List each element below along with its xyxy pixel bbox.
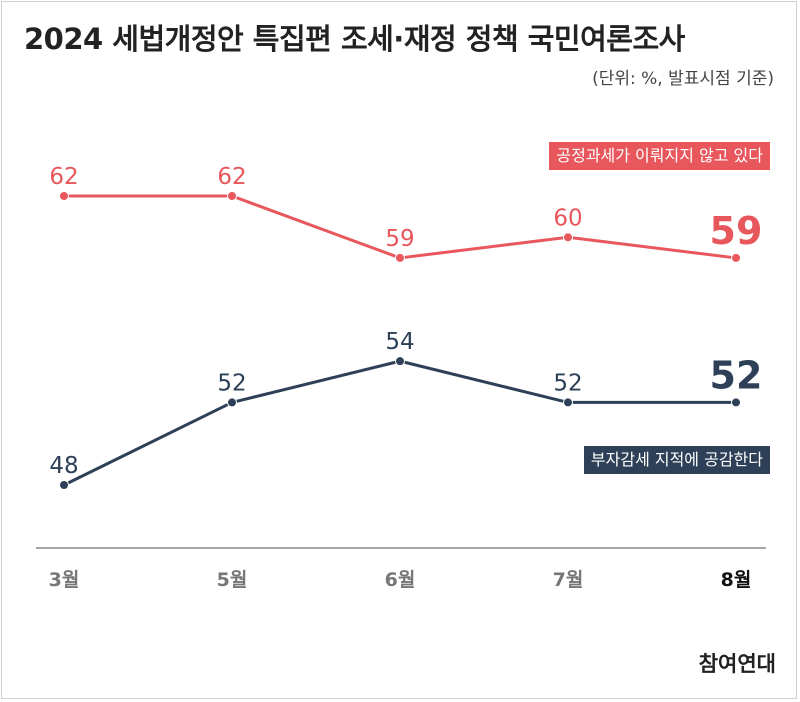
data-label: 52 xyxy=(217,370,246,396)
x-tick-label: 7월 xyxy=(553,569,584,591)
data-point xyxy=(227,191,237,201)
data-label: 60 xyxy=(553,205,582,231)
data-label: 54 xyxy=(385,329,414,355)
x-tick-label: 5월 xyxy=(217,569,248,591)
data-point xyxy=(395,252,405,263)
data-point xyxy=(59,480,69,490)
chart-subtitle: (단위: %, 발표시점 기준) xyxy=(592,69,774,89)
legend-label-fair-tax: 공정과세가 이뤄지지 않고 있다 xyxy=(549,142,770,170)
data-point xyxy=(731,252,741,263)
x-tick-label: 6월 xyxy=(385,569,416,591)
data-point xyxy=(59,191,69,201)
data-label: 59 xyxy=(710,209,763,253)
x-tick-label: 3월 xyxy=(49,569,80,591)
data-point xyxy=(731,397,741,408)
data-point xyxy=(227,397,237,408)
source-label: 참여연대 xyxy=(698,652,776,676)
data-point xyxy=(563,397,573,408)
series-line-1 xyxy=(63,359,736,487)
data-point xyxy=(563,232,573,243)
chart-title: 2024 세법개정안 특집편 조세·재정 정책 국민여론조사 xyxy=(24,22,685,56)
data-label: 62 xyxy=(49,164,78,190)
legend-label-rich-tax-cut: 부자감세 지적에 공감한다 xyxy=(583,446,770,474)
data-label: 52 xyxy=(553,370,582,396)
data-label: 48 xyxy=(49,453,78,479)
data-point xyxy=(395,356,405,367)
data-label: 62 xyxy=(217,164,246,190)
data-label: 59 xyxy=(385,226,414,252)
x-tick-label: 8월 xyxy=(721,569,752,591)
data-label: 52 xyxy=(710,353,763,397)
